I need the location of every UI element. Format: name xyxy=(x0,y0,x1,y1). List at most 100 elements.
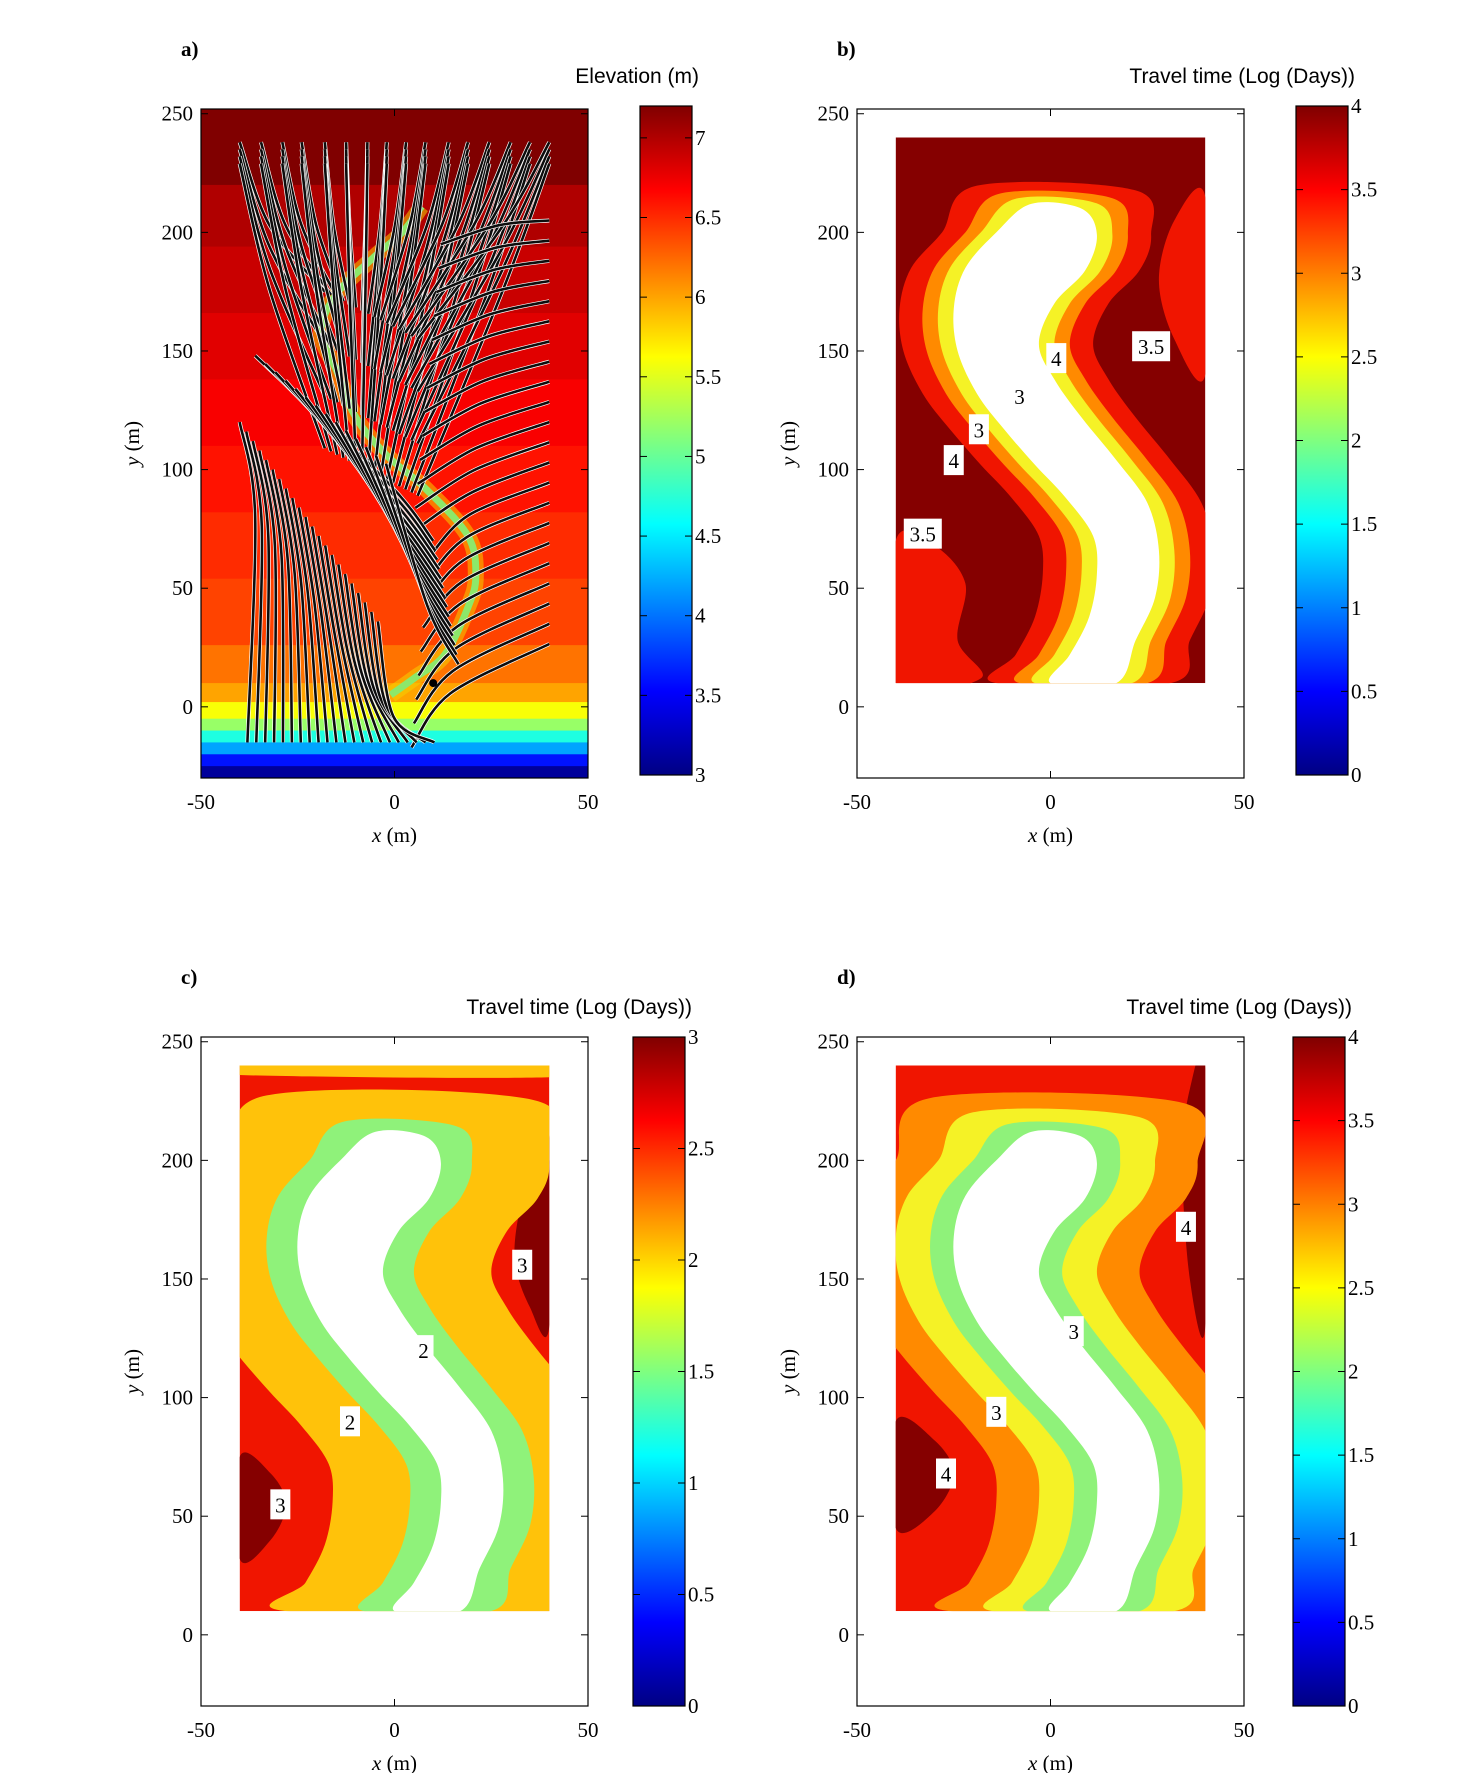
x-tick-label: 50 xyxy=(578,1718,599,1742)
panel-label: b) xyxy=(837,37,856,61)
x-tick-label: -50 xyxy=(843,1718,871,1742)
flowline xyxy=(330,554,374,743)
colorbar-tick-label: 1 xyxy=(688,1471,699,1495)
flowline xyxy=(258,450,278,743)
y-tick-label: 200 xyxy=(818,220,850,244)
y-tick-label: 50 xyxy=(828,1504,849,1528)
colorbar-tick-label: 1 xyxy=(1348,1527,1359,1551)
flowline xyxy=(251,440,271,743)
colorbar-tick-label: 6 xyxy=(695,285,706,309)
colorbar-tick-label: 3.5 xyxy=(1351,178,1377,202)
colorbar-tick-label: 3 xyxy=(1351,261,1362,285)
colorbar-tick-label: 0 xyxy=(1351,763,1362,787)
y-tick-label: 150 xyxy=(818,1267,850,1291)
flowline xyxy=(410,141,532,337)
y-tick-label: 150 xyxy=(162,339,194,363)
x-tick-label: 50 xyxy=(1234,790,1255,814)
colorbar-tick-label: 0.5 xyxy=(1351,679,1377,703)
flowline xyxy=(356,592,409,744)
x-tick-label: 0 xyxy=(389,790,400,814)
x-axis-unit: (m) xyxy=(1037,1751,1073,1773)
colorbar-tick-label: 3 xyxy=(688,1025,699,1049)
y-tick-label: 100 xyxy=(818,458,850,482)
colorbar-title: Elevation (m) xyxy=(575,65,699,88)
flowline xyxy=(404,155,512,438)
travel-region xyxy=(1158,187,1206,382)
flowline xyxy=(360,163,369,468)
contour-label-box xyxy=(1063,1316,1084,1347)
travel-band xyxy=(953,1130,1160,1612)
contour-label: 3.5 xyxy=(910,523,936,547)
colorbar-tick-label: 5.5 xyxy=(695,365,721,389)
colorbar xyxy=(632,1036,686,1707)
colorbar-tick-label: 2.5 xyxy=(1351,345,1377,369)
colorbar-title: Travel time (Log (Days)) xyxy=(1129,65,1355,88)
contour-label: 3 xyxy=(1068,1320,1079,1344)
contour-label-box xyxy=(1132,331,1171,362)
flowline xyxy=(410,642,550,749)
flowline xyxy=(300,163,345,458)
flowline xyxy=(397,163,491,487)
flowline xyxy=(323,163,351,462)
flowline xyxy=(412,461,550,533)
flowline xyxy=(350,583,400,743)
x-axis-var: x xyxy=(1027,823,1038,847)
contour-label-box xyxy=(943,445,964,476)
flowline xyxy=(404,163,512,490)
flowline xyxy=(404,141,512,334)
y-tick-label: 0 xyxy=(839,1623,850,1647)
y-axis-label: y (m) xyxy=(776,421,800,468)
y-axis-unit: (m) xyxy=(776,1349,800,1385)
flowline xyxy=(384,463,460,665)
colorbar-tick-label: 4 xyxy=(1348,1025,1359,1049)
travel-field xyxy=(895,137,1206,684)
flowline xyxy=(310,526,347,743)
colorbar-tick-label: 0 xyxy=(1348,1694,1359,1718)
elevation-band xyxy=(201,109,588,186)
travel-field xyxy=(239,1065,550,1612)
colorbar-tick-label: 1.5 xyxy=(1348,1443,1374,1467)
y-axis-var: y xyxy=(776,456,800,468)
y-tick-label: 100 xyxy=(162,458,194,482)
contour-label-box xyxy=(413,1335,434,1366)
flowline xyxy=(323,545,365,743)
contour-label: 2 xyxy=(418,1339,429,1363)
colorbar-tick-label: 3.5 xyxy=(1348,1109,1374,1133)
flowline xyxy=(428,320,550,366)
contour-label-box xyxy=(903,518,942,549)
y-axis-label: y (m) xyxy=(776,1349,800,1396)
flowline xyxy=(291,497,320,743)
colorbar-tick-label: 2 xyxy=(1348,1360,1359,1384)
colorbar xyxy=(1295,105,1349,776)
colorbar-tick-label: 3 xyxy=(695,763,706,787)
contour-label: 3 xyxy=(991,1401,1002,1425)
contour-label: 3 xyxy=(275,1493,286,1517)
panel-label: c) xyxy=(181,965,197,989)
colorbar-tick-label: 5 xyxy=(695,444,706,468)
y-tick-label: 0 xyxy=(839,695,850,719)
flowline xyxy=(426,340,550,390)
flowline xyxy=(429,481,550,557)
outlet-point xyxy=(429,679,438,688)
colorbar-tick-label: 7 xyxy=(695,126,706,150)
travel-region xyxy=(895,530,983,684)
contour-label-box xyxy=(968,414,989,445)
y-tick-label: 250 xyxy=(162,1030,194,1054)
x-tick-label: 0 xyxy=(1045,790,1056,814)
contour-label: 3.5 xyxy=(1138,335,1164,359)
x-axis-label: x (m) xyxy=(1027,1751,1073,1773)
flowline xyxy=(424,360,550,414)
contour-label-box xyxy=(1009,381,1030,412)
flowline xyxy=(435,259,550,294)
flowline xyxy=(317,535,356,743)
colorbar-tick-label: 1.5 xyxy=(688,1360,714,1384)
flowline xyxy=(412,622,550,725)
flowline xyxy=(419,400,550,462)
flowline xyxy=(417,582,550,677)
y-axis-unit: (m) xyxy=(120,1349,144,1385)
flowline xyxy=(419,562,550,653)
flowline xyxy=(344,163,358,465)
